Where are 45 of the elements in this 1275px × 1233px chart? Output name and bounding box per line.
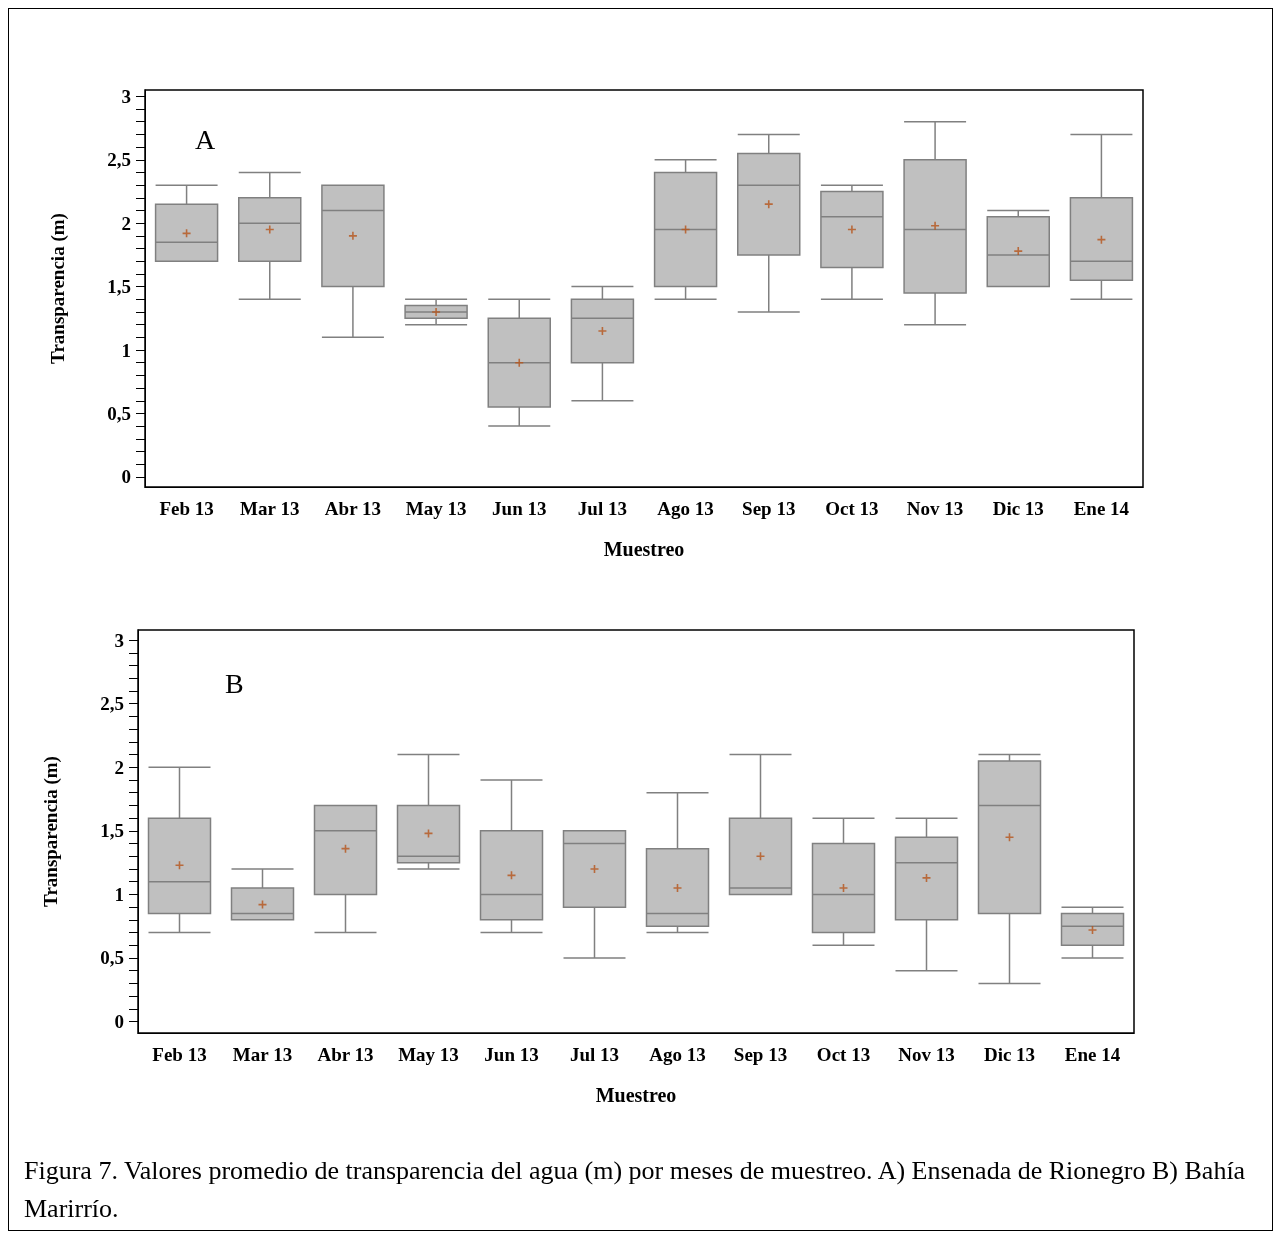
x-tick-label: Sep 13 xyxy=(733,1044,788,1065)
x-tick-label: May 13 xyxy=(405,498,467,519)
text: B xyxy=(225,667,244,699)
x-tick-label: Mar 13 xyxy=(232,1044,293,1065)
y-tick-label: 0,5 xyxy=(107,402,131,424)
x-tick-label: Sep 13 xyxy=(742,498,796,519)
x-tick-label: Abr 13 xyxy=(317,1044,374,1065)
x-tick-label: Jun 13 xyxy=(484,1044,539,1065)
y-tick-label: 0,5 xyxy=(100,947,124,969)
x-tick-label: Dic 13 xyxy=(983,1044,1036,1065)
y-tick-label: 2,5 xyxy=(107,149,131,171)
x-tick-label: Jun 13 xyxy=(492,498,547,519)
y-tick-label: 3 xyxy=(114,629,124,651)
y-axis-title: Transparencia (m) xyxy=(40,756,62,907)
x-tick-label: Jul 13 xyxy=(577,498,627,519)
x-tick-label: Nov 13 xyxy=(898,1044,955,1065)
y-tick-label: 3 xyxy=(121,85,131,107)
x-tick-label: Ene 14 xyxy=(1064,1044,1121,1065)
x-tick-label: Ene 14 xyxy=(1073,498,1130,519)
y-tick-label: 1,5 xyxy=(100,820,124,842)
x-tick-label: Dic 13 xyxy=(992,498,1044,519)
x-tick-label: Ago 13 xyxy=(657,498,714,519)
y-tick-label: 2 xyxy=(121,212,131,234)
x-tick-label: Mar 13 xyxy=(240,498,300,519)
x-tick-label: May 13 xyxy=(398,1044,459,1065)
y-tick-label: 1 xyxy=(114,883,124,905)
x-axis-title: Muestreo xyxy=(595,1084,677,1106)
x-tick-label: Feb 13 xyxy=(152,1044,207,1065)
y-tick-label: 0 xyxy=(121,466,131,488)
y-tick-label: 0 xyxy=(114,1011,124,1033)
y-tick-label: 1,5 xyxy=(107,276,131,298)
x-axis-title: Muestreo xyxy=(603,538,685,560)
x-tick-label: Ago 13 xyxy=(649,1044,706,1065)
x-tick-label: Jul 13 xyxy=(569,1044,620,1065)
x-tick-label: Oct 13 xyxy=(816,1044,871,1065)
text: Figura 7. Valores promedio de transparencia del agua (m) por meses de muestreo. A) Ensenada de Rionegro B) Bahía Marirrío. xyxy=(24,1155,1247,1225)
text: A xyxy=(195,123,216,155)
y-axis-title: Transparencia (m) xyxy=(47,213,69,364)
x-tick-label: Oct 13 xyxy=(825,498,879,519)
y-tick-label: 1 xyxy=(121,339,131,361)
x-tick-label: Abr 13 xyxy=(324,498,381,519)
x-tick-label: Feb 13 xyxy=(159,498,214,519)
y-tick-label: 2,5 xyxy=(100,693,124,715)
y-tick-label: 2 xyxy=(114,756,124,778)
x-tick-label: Nov 13 xyxy=(906,498,964,519)
